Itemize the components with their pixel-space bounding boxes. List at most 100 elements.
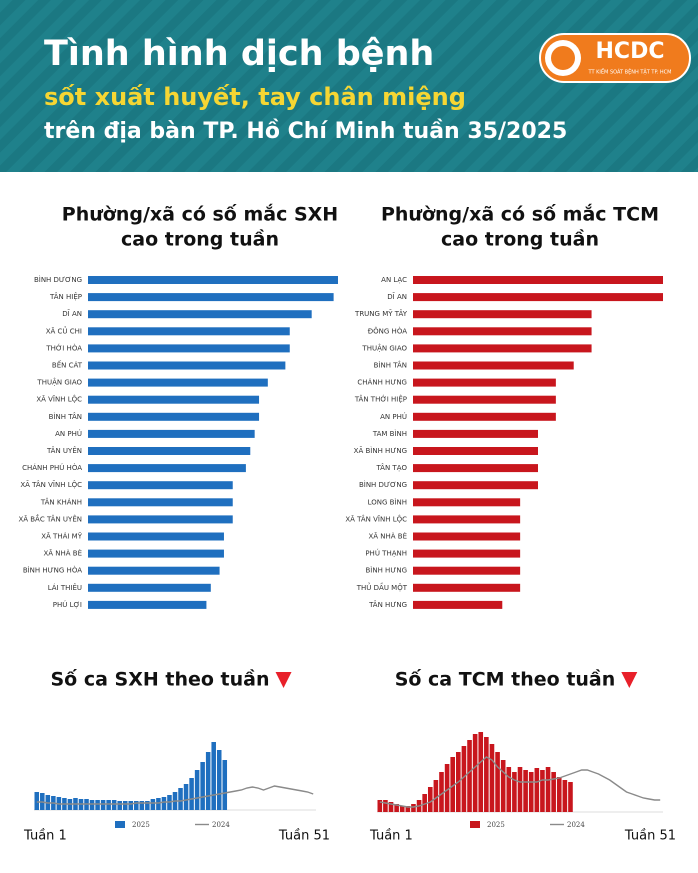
x-tick-label: Tuần 1	[23, 829, 67, 844]
bar	[88, 293, 334, 302]
bar	[88, 532, 224, 541]
logo-badge	[539, 33, 691, 83]
trend-down-icon	[621, 672, 638, 688]
bar	[472, 734, 478, 812]
bar	[88, 327, 290, 336]
bar	[413, 549, 521, 558]
category-label: XÃ CỦ CHI	[46, 325, 82, 335]
bar	[413, 481, 538, 490]
bar	[394, 804, 399, 812]
bar	[34, 792, 40, 810]
bar	[88, 600, 207, 609]
bar	[556, 777, 562, 812]
category-label: BÌNH HƯNG	[365, 566, 407, 575]
bar	[433, 780, 439, 812]
category-label: TÂN KHÁNH	[40, 497, 82, 506]
bar	[500, 760, 506, 812]
bar	[405, 806, 411, 812]
legend-swatch	[470, 821, 480, 828]
category-label: XÃ NHÀ BÈ	[368, 532, 407, 541]
bar	[413, 515, 521, 524]
bar	[413, 429, 538, 438]
logo-caption: TT KIỂM SOÁT BỆNH TẬT TP. HCM	[588, 68, 672, 76]
bar	[427, 787, 433, 812]
bar	[88, 498, 233, 507]
bar	[461, 746, 467, 812]
bar	[545, 767, 551, 812]
bar	[88, 378, 268, 387]
chart-title: Số ca SXH theo tuần	[50, 668, 269, 691]
bar	[478, 732, 484, 812]
bar	[517, 767, 523, 812]
bar	[194, 770, 200, 810]
bar	[413, 293, 663, 302]
bar	[413, 344, 592, 353]
bar	[413, 310, 592, 319]
bar	[145, 801, 150, 810]
category-label: TÂN THỚI HIỆP	[354, 395, 407, 404]
category-label: CHÁNH HƯNG	[357, 378, 407, 387]
bar	[540, 770, 545, 812]
bar	[106, 800, 111, 810]
category-label: BÌNH DƯƠNG	[34, 275, 82, 284]
category-label: BÌNH TÂN	[49, 412, 82, 421]
x-tick-label: Tuần 1	[369, 829, 413, 844]
category-label: XÃ BẮC TÂN UYÊN	[18, 513, 82, 523]
bar	[528, 772, 534, 812]
category-label: TÂN TẠO	[375, 463, 407, 472]
bar	[216, 750, 222, 810]
bar	[134, 801, 139, 810]
category-label: BÌNH HƯNG HÒA	[23, 566, 82, 575]
bar	[439, 772, 444, 812]
category-label: AN PHÚ	[55, 429, 82, 438]
bar	[88, 344, 290, 353]
chart-title: cao trong tuần	[441, 228, 599, 251]
bar	[156, 798, 161, 810]
logo-text: HCDC	[596, 39, 665, 64]
bar	[88, 412, 260, 421]
bar	[413, 583, 521, 592]
category-label: THỚI HÒA	[45, 343, 82, 352]
bar	[411, 804, 416, 812]
bar	[89, 800, 95, 810]
category-label: THUẬN GIAO	[361, 343, 407, 352]
bar	[205, 752, 211, 810]
category-label: AN LẠC	[381, 276, 407, 284]
category-label: XÃ TÂN VĨNH LỘC	[345, 514, 407, 523]
bar	[413, 327, 592, 336]
chart-title: Phường/xã có số mắc SXH	[62, 203, 338, 226]
line	[36, 785, 314, 805]
bar	[139, 801, 145, 810]
legend-label: 2025	[487, 821, 505, 829]
header-subtitle-2: trên địa bàn TP. Hồ Chí Minh tuần 35/202…	[44, 119, 567, 144]
category-label: AN PHÚ	[380, 412, 407, 421]
bar	[568, 782, 573, 812]
bar	[211, 742, 216, 810]
bar	[88, 310, 312, 319]
bar	[413, 532, 521, 541]
category-label: DĨ AN	[62, 309, 82, 318]
bar	[413, 361, 574, 370]
bar	[383, 800, 388, 812]
bar	[88, 464, 246, 473]
category-label: PHÚ LỢI	[53, 600, 82, 609]
category-label: LONG BÌNH	[368, 497, 407, 506]
bar	[413, 412, 556, 421]
bar	[489, 744, 495, 812]
category-label: TRUNG MỸ TÂY	[354, 309, 408, 318]
logo-icon-inner	[551, 46, 575, 70]
category-label: THUẬN GIAO	[36, 378, 82, 387]
bar	[222, 760, 228, 810]
bar	[512, 772, 517, 812]
header-title: Tình hình dịch bệnh	[44, 34, 434, 74]
category-label: DĨ AN	[387, 292, 407, 301]
category-label: LÁI THIÊU	[48, 583, 82, 592]
header-subtitle: sốt xuất huyết, tay chân miệng	[44, 83, 466, 111]
bar	[189, 778, 194, 810]
bar	[450, 757, 456, 812]
bar	[122, 801, 128, 810]
bar	[161, 797, 167, 810]
category-label: BẾN CÁT	[52, 360, 83, 370]
